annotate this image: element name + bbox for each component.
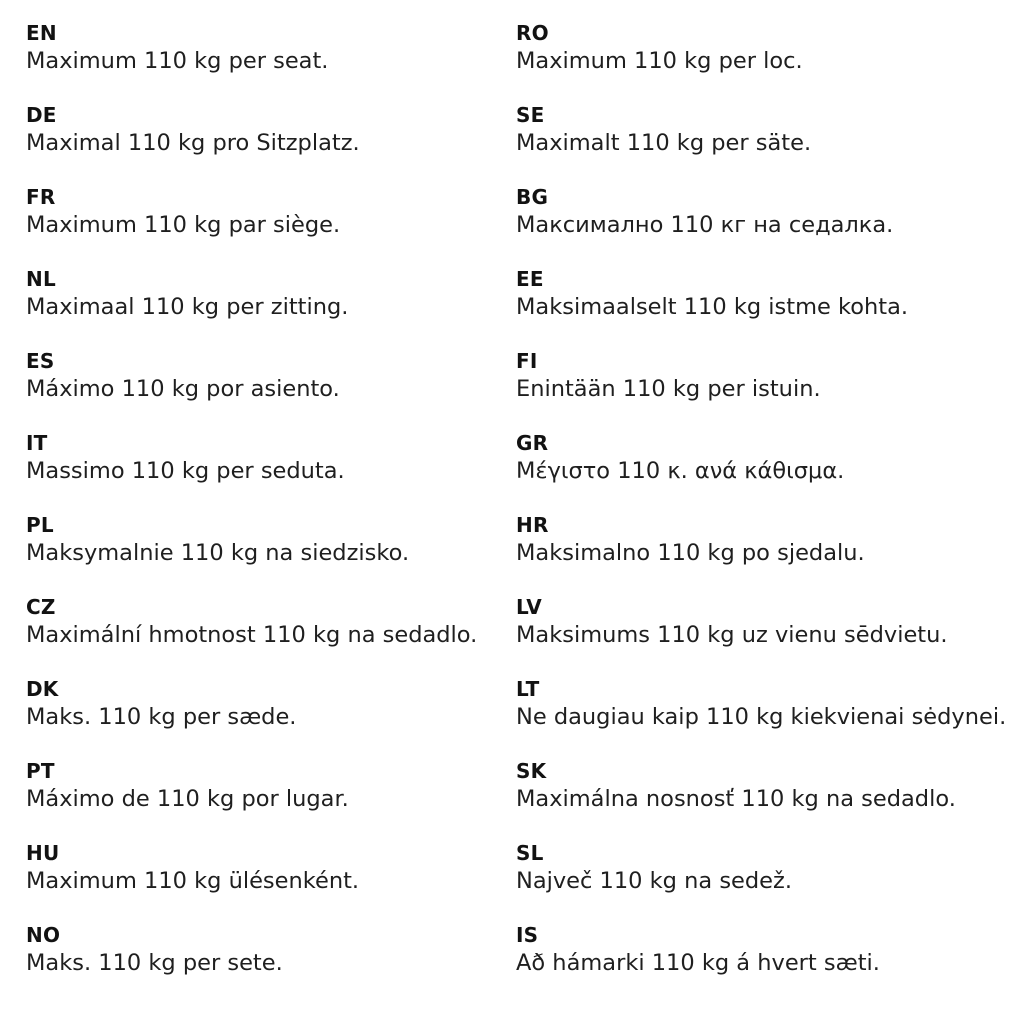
language-columns: EN Maximum 110 kg per seat. DE Maximal 1… — [0, 20, 1024, 1004]
language-entry: HR Maksimalno 110 kg po sjedalu. — [516, 512, 1010, 594]
language-entry: BG Максимално 110 кг на седалка. — [516, 184, 1010, 266]
language-text: Maks. 110 kg per sæde. — [26, 704, 297, 730]
language-entry: FI Enintään 110 kg per istuin. — [516, 348, 1010, 430]
language-code: SK — [516, 759, 547, 783]
language-entry: IS Að hámarki 110 kg á hvert sæti. — [516, 922, 1010, 1004]
language-text: Maximaal 110 kg per zitting. — [26, 294, 349, 320]
language-text: Máximo de 110 kg por lugar. — [26, 786, 349, 812]
language-entry: SL Največ 110 kg na sedež. — [516, 840, 1010, 922]
language-text: Að hámarki 110 kg á hvert sæti. — [516, 950, 880, 976]
language-code: SL — [516, 841, 544, 865]
language-code: DK — [26, 677, 59, 701]
language-entry: PL Maksymalnie 110 kg na siedzisko. — [26, 512, 502, 594]
language-code: GR — [516, 431, 549, 455]
language-code: NL — [26, 267, 56, 291]
language-text: Maximální hmotnost 110 kg na sedadlo. — [26, 622, 478, 648]
language-column-left: EN Maximum 110 kg per seat. DE Maximal 1… — [0, 20, 512, 1004]
language-text: Maximal 110 kg pro Sitzplatz. — [26, 130, 360, 156]
language-text: Maksimaalselt 110 kg istme kohta. — [516, 294, 909, 320]
language-entry: CZ Maximální hmotnost 110 kg na sedadlo. — [26, 594, 502, 676]
language-code: LT — [516, 677, 540, 701]
language-text: Maximum 110 kg ülésenként. — [26, 868, 360, 894]
language-code: HR — [516, 513, 549, 537]
language-entry: EE Maksimaalselt 110 kg istme kohta. — [516, 266, 1010, 348]
language-code: FI — [516, 349, 538, 373]
language-entry: EN Maximum 110 kg per seat. — [26, 20, 502, 102]
language-code: IT — [26, 431, 48, 455]
language-text: Maks. 110 kg per sete. — [26, 950, 283, 976]
language-code: IS — [516, 923, 539, 947]
language-entry: RO Maximum 110 kg per loc. — [516, 20, 1010, 102]
language-text: Maximalt 110 kg per säte. — [516, 130, 812, 156]
language-text: Максимално 110 кг на седалка. — [516, 212, 894, 238]
language-text: Maximum 110 kg par siège. — [26, 212, 341, 238]
language-text: Maximum 110 kg per loc. — [516, 48, 803, 74]
language-entry: DE Maximal 110 kg pro Sitzplatz. — [26, 102, 502, 184]
language-code: RO — [516, 21, 549, 45]
language-text: Maximálna nosnosť 110 kg na sedadlo. — [516, 786, 956, 812]
language-entry: NL Maximaal 110 kg per zitting. — [26, 266, 502, 348]
language-entry: ES Máximo 110 kg por asiento. — [26, 348, 502, 430]
language-text: Maksimalno 110 kg po sjedalu. — [516, 540, 865, 566]
language-entry: SK Maximálna nosnosť 110 kg na sedadlo. — [516, 758, 1010, 840]
language-text: Maximum 110 kg per seat. — [26, 48, 329, 74]
language-code: ES — [26, 349, 55, 373]
language-entry: FR Maximum 110 kg par siège. — [26, 184, 502, 266]
language-code: DE — [26, 103, 57, 127]
language-entry: LV Maksimums 110 kg uz vienu sēdvietu. — [516, 594, 1010, 676]
language-code: BG — [516, 185, 549, 209]
language-entry: DK Maks. 110 kg per sæde. — [26, 676, 502, 758]
language-code: CZ — [26, 595, 56, 619]
language-text: Ne daugiau kaip 110 kg kiekvienai sėdyne… — [516, 704, 1007, 730]
language-code: NO — [26, 923, 61, 947]
language-entry: IT Massimo 110 kg per seduta. — [26, 430, 502, 512]
language-text: Enintään 110 kg per istuin. — [516, 376, 821, 402]
language-entry: NO Maks. 110 kg per sete. — [26, 922, 502, 1004]
language-text: Največ 110 kg na sedež. — [516, 868, 792, 894]
language-text: Maksimums 110 kg uz vienu sēdvietu. — [516, 622, 948, 648]
language-text: Μέγιστο 110 κ. ανά κάθισμα. — [516, 458, 845, 484]
language-text: Máximo 110 kg por asiento. — [26, 376, 340, 402]
language-entry: SE Maximalt 110 kg per säte. — [516, 102, 1010, 184]
language-entry: HU Maximum 110 kg ülésenként. — [26, 840, 502, 922]
language-code: FR — [26, 185, 56, 209]
language-code: EN — [26, 21, 57, 45]
language-code: HU — [26, 841, 60, 865]
language-column-right: RO Maximum 110 kg per loc. SE Maximalt 1… — [512, 20, 1024, 1004]
language-code: PT — [26, 759, 55, 783]
language-code: PL — [26, 513, 54, 537]
language-entry: GR Μέγιστο 110 κ. ανά κάθισμα. — [516, 430, 1010, 512]
language-code: LV — [516, 595, 542, 619]
language-entry: LT Ne daugiau kaip 110 kg kiekvienai sėd… — [516, 676, 1010, 758]
language-text: Maksymalnie 110 kg na siedzisko. — [26, 540, 410, 566]
language-code: EE — [516, 267, 544, 291]
language-entry: PT Máximo de 110 kg por lugar. — [26, 758, 502, 840]
language-text: Massimo 110 kg per seduta. — [26, 458, 345, 484]
language-code: SE — [516, 103, 545, 127]
